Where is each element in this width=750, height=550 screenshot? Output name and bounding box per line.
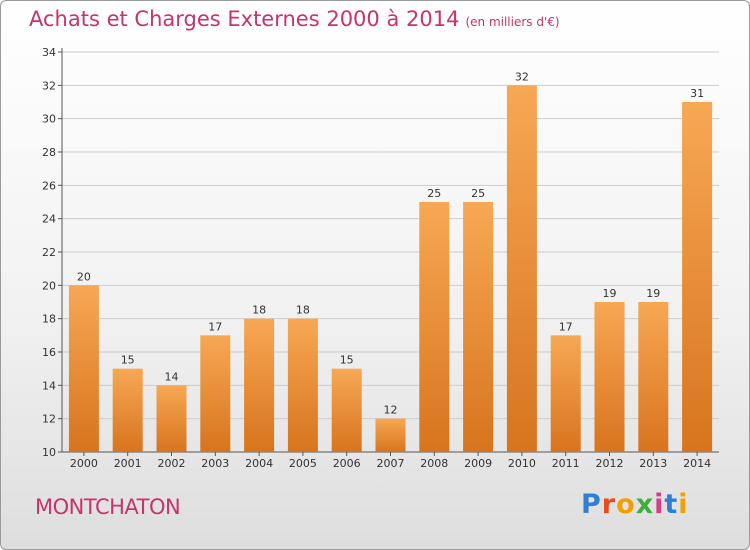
y-tick-label: 18 [42, 313, 56, 326]
y-tick-label: 24 [42, 213, 56, 226]
y-tick-label: 32 [42, 79, 56, 92]
x-tick-label: 2006 [333, 457, 361, 470]
logo-letter: o [616, 489, 636, 520]
x-tick-label: 2009 [464, 457, 492, 470]
y-tick-label: 28 [42, 146, 56, 159]
bar-value-label: 32 [515, 70, 529, 83]
y-tick-label: 30 [42, 113, 56, 126]
y-tick-label: 12 [42, 413, 56, 426]
y-tick-label: 34 [42, 46, 56, 59]
bar-value-label: 19 [646, 287, 660, 300]
bar-value-label: 15 [121, 354, 135, 367]
logo-letter: t [664, 489, 679, 520]
bar [506, 85, 537, 452]
bar-value-label: 17 [559, 320, 573, 333]
x-tick-label: 2013 [639, 457, 667, 470]
bar [200, 335, 231, 452]
x-tick-label: 2000 [70, 457, 98, 470]
proxiti-logo: Proxiti [581, 489, 689, 520]
bar [331, 368, 362, 452]
x-tick-label: 2002 [158, 457, 186, 470]
x-tick-label: 2004 [245, 457, 273, 470]
bar-value-label: 19 [603, 287, 617, 300]
bar-value-label: 25 [427, 187, 441, 200]
bar-value-label: 25 [471, 187, 485, 200]
axes: 10 12 14 16 18 20 22 24 26 28 30 32 34 2000 2001 2002 20… [42, 46, 719, 470]
logo-letter: i [678, 489, 689, 520]
x-tick-label: 2005 [289, 457, 317, 470]
y-tick-label: 22 [42, 246, 56, 259]
x-tick-label: 2010 [508, 457, 536, 470]
y-tick-label: 20 [42, 279, 56, 292]
x-tick-label: 2011 [552, 457, 580, 470]
chart-title: Achats et Charges Externes 2000 à 2014 (e… [29, 7, 560, 31]
bar-value-label: 12 [384, 404, 398, 417]
x-tick-label: 2012 [596, 457, 624, 470]
chart-unit: (en milliers d'€) [465, 15, 560, 29]
bar [112, 368, 143, 452]
y-tick-label: 26 [42, 179, 56, 192]
bar [244, 318, 275, 452]
bar [463, 202, 494, 452]
logo-letter: x [635, 489, 655, 520]
bar [419, 202, 450, 452]
bar-value-label: 14 [165, 370, 179, 383]
bar [375, 418, 406, 452]
bar-value-label: 15 [340, 354, 354, 367]
chart-title-text: Achats et Charges Externes 2000 à 2014 [29, 7, 460, 31]
x-tick-label: 2008 [420, 457, 448, 470]
bars: 20 15 14 17 18 18 15 12 25 25 32 17 19 19 31 [68, 70, 713, 452]
x-tick-label: 2014 [683, 457, 711, 470]
logo-letter: i [654, 489, 665, 520]
x-tick-label: 2003 [201, 457, 229, 470]
bar-value-label: 31 [690, 87, 704, 100]
place-name: MONTCHATON [35, 495, 181, 519]
bar [638, 302, 669, 452]
logo-letter: P [581, 489, 602, 520]
bar-value-label: 17 [208, 320, 222, 333]
y-tick-label: 16 [42, 346, 56, 359]
bar [156, 385, 187, 452]
bar [594, 302, 625, 452]
bar [68, 285, 99, 452]
bar [287, 318, 318, 452]
y-tick-label: 14 [42, 379, 56, 392]
bar-value-label: 18 [252, 304, 266, 317]
bar-value-label: 18 [296, 304, 310, 317]
bar [682, 102, 713, 452]
x-tick-label: 2001 [114, 457, 142, 470]
logo-letter: r [601, 489, 617, 520]
bar-value-label: 20 [77, 270, 91, 283]
x-tick-label: 2007 [377, 457, 405, 470]
bar [550, 335, 581, 452]
y-tick-label: 10 [42, 446, 56, 459]
